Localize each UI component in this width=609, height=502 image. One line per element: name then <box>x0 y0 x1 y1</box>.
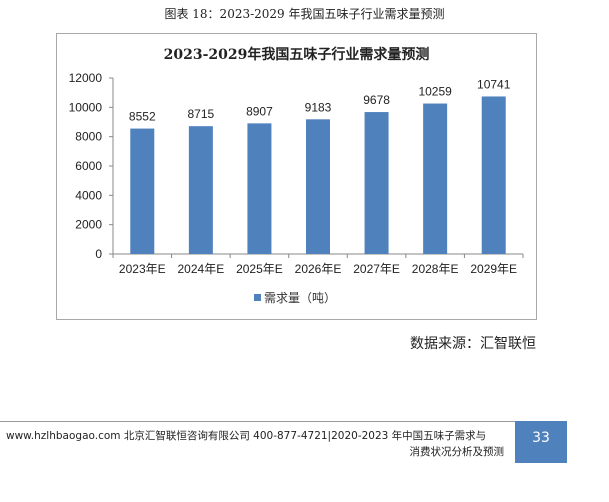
data-label: 10259 <box>418 85 452 99</box>
bar-series: 8552 8715 8907 9183 9678 10259 10741 <box>129 77 511 254</box>
x-axis: 2023年E 2024年E 2025年E 2026年E 2027年E 2028年E 2029… <box>112 253 524 276</box>
bar <box>364 112 389 254</box>
y-tick-label: 10000 <box>69 100 103 114</box>
figure-caption: 图表 18：2023-2029 年我国五味子行业需求量预测 <box>164 7 445 21</box>
x-tick-label: 2024年E <box>178 262 225 276</box>
bar <box>306 119 330 254</box>
x-tick-label: 2028年E <box>412 262 459 276</box>
bar <box>130 128 155 254</box>
data-label: 8907 <box>246 104 273 118</box>
footer-text: www.hzlhbaogao.com 北京汇智联恒咨询有限公司 400-877-… <box>6 428 504 460</box>
data-label: 9183 <box>305 100 332 114</box>
y-tick-label: 2000 <box>75 218 102 232</box>
footer-line-2: 消费状况分析及预测 <box>409 446 505 458</box>
data-source: 数据来源：汇智联恒 <box>410 336 536 352</box>
data-label: 10741 <box>477 77 511 91</box>
y-tick-label: 6000 <box>75 159 102 173</box>
legend-swatch-icon <box>254 294 261 301</box>
legend-label: 需求量（吨） <box>264 291 337 305</box>
x-tick-label: 2029年E <box>470 262 517 276</box>
bar <box>481 96 506 254</box>
bar <box>188 126 213 254</box>
y-tick-label: 12000 <box>69 71 103 85</box>
chart-title: 2023-2029年我国五味子行业需求量预测 <box>163 47 430 63</box>
footer-line-1: www.hzlhbaogao.com 北京汇智联恒咨询有限公司 400-877-… <box>6 430 487 442</box>
legend: 需求量（吨） <box>254 289 336 306</box>
y-tick-label: 4000 <box>75 188 102 202</box>
bar <box>247 123 272 254</box>
data-label: 8715 <box>188 107 215 121</box>
x-tick-label: 2025年E <box>236 262 283 276</box>
x-tick-label: 2023年E <box>119 262 166 276</box>
data-label: 9678 <box>363 93 390 107</box>
y-axis: 0 2000 4000 6000 8000 10000 12000 <box>69 71 114 261</box>
page-number: 33 <box>515 421 567 463</box>
y-tick-label: 0 <box>95 247 102 261</box>
data-label: 8552 <box>129 110 156 124</box>
bar <box>423 103 448 254</box>
y-tick-label: 8000 <box>75 130 102 144</box>
footer-divider <box>0 421 515 422</box>
x-tick-label: 2026年E <box>295 262 342 276</box>
x-tick-label: 2027年E <box>353 262 400 276</box>
